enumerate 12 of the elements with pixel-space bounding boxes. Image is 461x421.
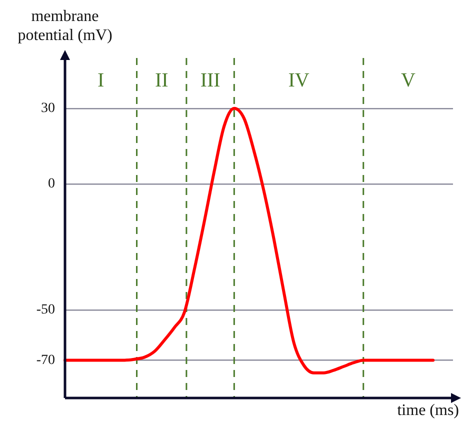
y-axis-title: membrane potential (mV) — [18, 8, 112, 44]
y-tick-label: 0 — [48, 176, 55, 192]
annotation: IV — [288, 69, 310, 92]
annotation: V — [400, 69, 416, 92]
annotation: III — [200, 69, 220, 92]
annotation: II — [154, 69, 168, 92]
y-tick-label: -50 — [36, 302, 55, 318]
x-axis-title: time (ms) — [397, 402, 459, 420]
line-series — [64, 106, 435, 374]
y-tick-label: -70 — [36, 352, 55, 368]
annotation: I — [98, 69, 104, 92]
y-tick-label: 30 — [41, 101, 55, 116]
